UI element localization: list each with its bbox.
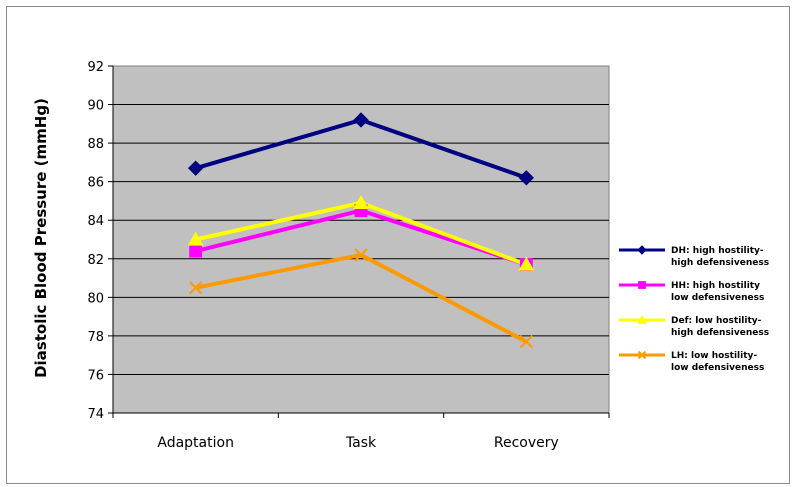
legend: DH: high hostility-high defensiveness HH:… [619,245,769,373]
data-point [518,170,535,186]
y-axis-label: Diastolic Blood Pressure (mmHg) [32,98,50,378]
legend-marker [638,281,646,289]
legend-label: Def: low hostility- [671,316,762,326]
series-markers [187,112,535,349]
y-tick-label: 92 [87,60,104,75]
y-tick-label: 82 [87,253,104,268]
x-category-label: Recovery [494,435,559,451]
y-tick-label: 86 [87,176,104,191]
data-point [353,112,369,128]
x-category-label: Task [345,435,377,451]
legend-label: high defensiveness [671,258,769,268]
legend-marker [637,245,647,255]
y-tick-label: 76 [87,368,104,383]
legend-label: DH: high hostility- [671,246,764,256]
y-axis-ticks: 74 76 78 80 82 84 86 88 90 92 [87,60,609,422]
data-point [187,231,204,246]
y-tick-label: 80 [87,291,104,306]
legend-label: LH: low hostility- [671,351,757,361]
data-point [189,244,203,258]
legend-label: low defensiveness [671,293,764,303]
legend-label: HH: high hostility [671,281,760,291]
data-point [519,335,533,349]
y-tick-label: 78 [87,330,104,345]
data-point [354,248,368,262]
legend-marker [637,350,647,360]
x-axis-categories: Adaptation Task Recovery [112,413,610,451]
legend-label: low defensiveness [671,363,764,373]
data-point [518,256,535,271]
y-tick-label: 74 [87,407,104,422]
data-point [189,281,203,295]
x-category-label: Adaptation [157,435,234,451]
y-tick-label: 84 [87,214,104,229]
y-tick-label: 90 [87,99,104,114]
y-tick-label: 88 [87,137,104,152]
legend-marker [637,314,647,324]
legend-label: high defensiveness [671,328,769,338]
data-point [353,194,369,209]
data-point [187,160,204,176]
